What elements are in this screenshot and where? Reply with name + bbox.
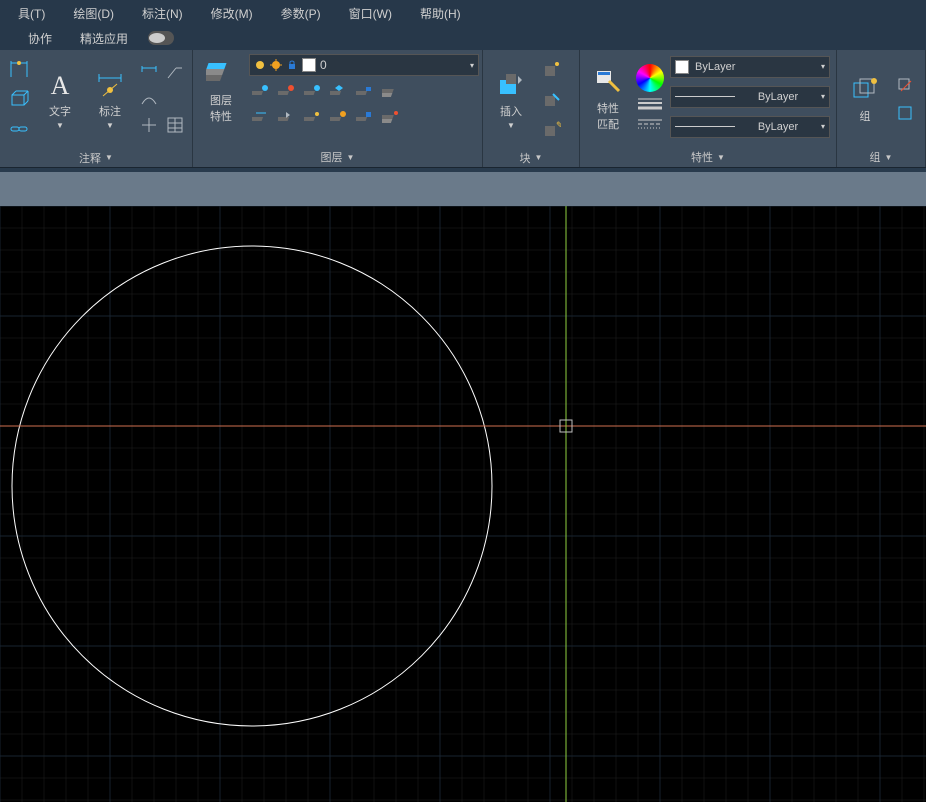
dimension-label: 标注	[99, 103, 121, 119]
lineweight-dropdown[interactable]: ByLayer ▾	[670, 86, 830, 108]
centerline-icon[interactable]	[138, 114, 160, 136]
edit-block-icon[interactable]	[541, 88, 563, 110]
layer-dropdown[interactable]: 0 ▾	[249, 54, 479, 76]
layer-merge-icon[interactable]	[379, 80, 403, 104]
layer-properties-label: 图层 特性	[210, 92, 232, 124]
menu-help[interactable]: 帮助(H)	[406, 1, 475, 26]
current-layer-name: 0	[320, 58, 466, 72]
visibility-toggle[interactable]	[148, 31, 174, 45]
menu-window[interactable]: 窗口(W)	[335, 1, 406, 26]
color-wheel-icon[interactable]	[636, 64, 664, 92]
panel-group: 组 组▼	[837, 50, 926, 167]
menu-param[interactable]: 参数(P)	[267, 1, 335, 26]
layer-vpfreeze-icon[interactable]	[327, 80, 351, 104]
text-button[interactable]: A 文字 ▼	[38, 65, 82, 134]
lineweight-bylayer-label: ByLayer	[758, 91, 798, 103]
svg-text:A: A	[51, 71, 70, 100]
panel-block: 插入 ▼ ✎ 块▼	[483, 50, 580, 167]
menu-draw[interactable]: 绘图(D)	[59, 1, 128, 26]
layer-iso-icon[interactable]	[249, 106, 273, 130]
lineweight-sample	[675, 96, 735, 97]
menu-dimension[interactable]: 标注(N)	[128, 1, 197, 26]
dim-arc-icon[interactable]	[138, 88, 160, 110]
svg-text:✎: ✎	[556, 120, 561, 130]
layer-delete-icon[interactable]	[379, 106, 403, 130]
color-bylayer-label: ByLayer	[695, 61, 735, 73]
dim-linear-icon[interactable]	[138, 62, 160, 84]
layer-freeze-icon[interactable]	[275, 80, 299, 104]
constraint-icon[interactable]	[8, 118, 30, 140]
dimension-button[interactable]: 标注 ▼	[88, 65, 132, 134]
leader-icon[interactable]	[164, 62, 186, 84]
linear-dim-icon[interactable]	[8, 58, 30, 80]
layer-tools-grid	[249, 80, 479, 130]
create-block-icon[interactable]	[541, 58, 563, 80]
layer-properties-button[interactable]: 图层 特性	[199, 54, 243, 128]
menu-bar: 具(T) 绘图(D) 标注(N) 修改(M) 参数(P) 窗口(W) 帮助(H)	[0, 0, 926, 26]
menu-tools[interactable]: 具(T)	[4, 1, 59, 26]
linetype-icon[interactable]	[638, 117, 662, 134]
document-tab-bar[interactable]	[0, 172, 926, 206]
layer-unlock-icon[interactable]	[353, 80, 377, 104]
match-label: 特性 匹配	[597, 100, 619, 132]
panel-properties-title: 特性	[691, 149, 713, 165]
ribbon-tab-bar: 协作 精选应用	[0, 26, 926, 50]
group-edit-icon[interactable]	[895, 103, 917, 125]
layer-off-icon[interactable]	[249, 80, 273, 104]
panel-layers: 图层 特性 0 ▾	[193, 50, 483, 167]
box3d-icon[interactable]	[8, 88, 30, 110]
match-properties-button[interactable]: 特性 匹配	[586, 62, 630, 136]
drawing-canvas[interactable]	[0, 206, 926, 802]
linetype-dropdown[interactable]: ByLayer ▾	[670, 116, 830, 138]
group-button[interactable]: 组	[843, 70, 887, 128]
insert-block-button[interactable]: 插入 ▼	[489, 65, 533, 134]
layer-thaw-icon[interactable]	[327, 106, 351, 130]
layer-locklayer-icon[interactable]	[353, 106, 377, 130]
layer-prev-icon[interactable]	[275, 106, 299, 130]
panel-group-title: 组	[870, 149, 881, 165]
linetype-bylayer-label: ByLayer	[758, 121, 798, 133]
group-label: 组	[860, 108, 871, 124]
color-swatch	[675, 60, 689, 74]
panel-properties: 特性 匹配 ByLayer ▾ ByLayer ▾	[580, 50, 837, 167]
color-dropdown[interactable]: ByLayer ▾	[670, 56, 830, 78]
ungroup-icon[interactable]	[895, 73, 917, 95]
tab-featured[interactable]: 精选应用	[72, 28, 136, 49]
text-label: 文字	[49, 103, 71, 119]
attribute-icon[interactable]: ✎	[541, 118, 563, 140]
layer-lock-icon[interactable]	[301, 80, 325, 104]
layer-walk-icon[interactable]	[301, 106, 325, 130]
panel-layers-title: 图层	[321, 149, 343, 165]
layer-color-swatch	[302, 58, 316, 72]
canvas-svg	[0, 206, 926, 802]
table-icon[interactable]	[164, 114, 186, 136]
lineweight-icon[interactable]	[638, 96, 662, 113]
ribbon: A 文字 ▼ 标注 ▼ 注释▼	[0, 50, 926, 168]
insert-label: 插入	[500, 103, 522, 119]
menu-modify[interactable]: 修改(M)	[197, 1, 267, 26]
panel-annotate: A 文字 ▼ 标注 ▼ 注释▼	[0, 50, 193, 167]
linetype-sample	[675, 126, 735, 127]
panel-annotate-title: 注释	[79, 150, 101, 166]
panel-block-title: 块	[520, 150, 531, 166]
tab-collaborate[interactable]: 协作	[20, 28, 60, 49]
